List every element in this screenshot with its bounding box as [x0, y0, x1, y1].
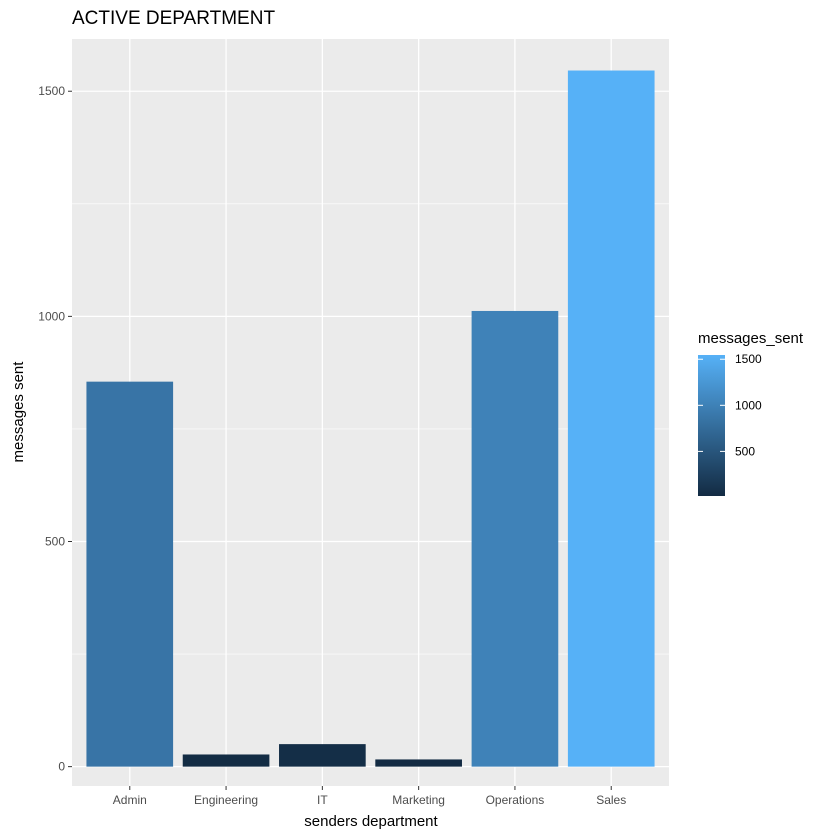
- x-tick-label: Operations: [486, 793, 545, 807]
- legend-label: 1000: [735, 398, 762, 412]
- legend-label: 1500: [735, 352, 762, 366]
- bar-marketing: [375, 759, 462, 767]
- legend-color-bar: [698, 355, 725, 496]
- bar-operations: [471, 310, 559, 767]
- y-tick-label: 1000: [38, 309, 65, 323]
- bar-engineering: [182, 754, 270, 767]
- x-tick-label: Engineering: [194, 793, 258, 807]
- bar-sales: [567, 70, 655, 767]
- legend-label: 500: [735, 444, 755, 458]
- y-tick-label: 0: [58, 760, 65, 774]
- y-axis-title: messages sent: [10, 361, 27, 463]
- legend-ticks: 1500 1000 500: [698, 352, 762, 458]
- x-tick-label: Marketing: [392, 793, 445, 807]
- bar-it: [279, 744, 366, 767]
- x-tick-label: Admin: [113, 793, 147, 807]
- y-tick-label: 500: [45, 535, 65, 549]
- legend: messages_sent 1500 1000 500: [698, 330, 804, 496]
- bars: [86, 70, 655, 767]
- y-tick-label: 1500: [38, 84, 65, 98]
- x-axis: Admin Engineering IT Marketing Operations Sal…: [113, 786, 626, 807]
- bar-admin: [86, 381, 174, 767]
- y-axis: 0 500 1000 1500: [38, 84, 72, 774]
- x-axis-title: senders department: [304, 813, 438, 830]
- chart-title: ACTIVE DEPARTMENT: [72, 8, 275, 29]
- x-tick-label: Sales: [596, 793, 626, 807]
- x-tick-label: IT: [317, 793, 328, 807]
- legend-title: messages_sent: [698, 330, 804, 347]
